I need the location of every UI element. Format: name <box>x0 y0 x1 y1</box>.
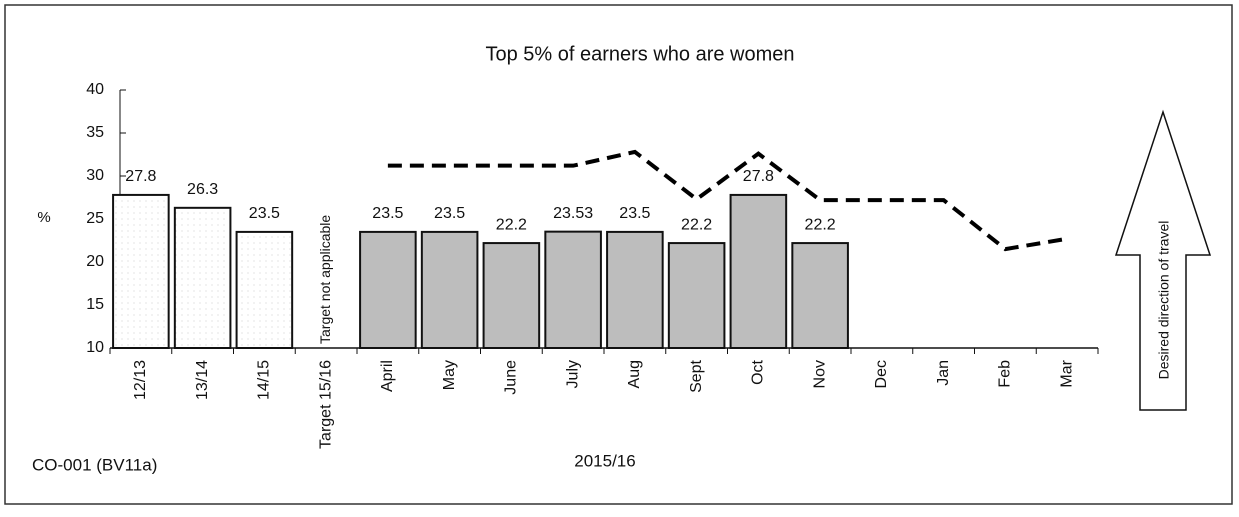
data-label: 26.3 <box>187 181 218 198</box>
data-label: 22.2 <box>681 216 712 233</box>
data-label: 27.8 <box>743 168 774 185</box>
bar <box>112 193 170 349</box>
x-tick-label: June <box>503 360 520 395</box>
bar <box>420 230 479 349</box>
direction-label: Desired direction of travel <box>1156 221 1172 380</box>
bar <box>482 242 541 349</box>
x-tick-label: 12/13 <box>132 360 149 400</box>
x-tick-label: 13/14 <box>194 360 211 400</box>
direction-arrow <box>1114 109 1212 411</box>
y-tick-label: 30 <box>86 167 104 184</box>
data-label: 23.5 <box>619 205 650 222</box>
data-label: 23.5 <box>372 205 403 222</box>
y-tick-label: 40 <box>86 81 104 98</box>
x-tick-label: May <box>441 360 458 390</box>
x-tick-label: April <box>379 360 396 392</box>
bar <box>359 230 417 349</box>
data-label: 23.5 <box>249 205 280 222</box>
x-tick-label: Sept <box>688 359 705 392</box>
data-label: 27.8 <box>125 168 156 185</box>
x-tick-label: 14/15 <box>256 360 273 400</box>
y-axis-label: % <box>37 209 50 226</box>
frame <box>4 4 1233 505</box>
x-group-label: 2015/16 <box>574 451 635 470</box>
note: CO-001 (BV11a) <box>32 455 157 474</box>
data-label: 22.2 <box>805 216 836 233</box>
bar <box>606 230 664 349</box>
x-tick-label: Dec <box>873 360 890 388</box>
x-tick-label: July <box>564 360 581 388</box>
y-tick-label: 25 <box>86 210 104 227</box>
y-tick-label: 15 <box>86 296 104 313</box>
y-tick-label: 10 <box>86 339 104 356</box>
bar <box>173 206 232 349</box>
y-tick-label: 20 <box>86 253 104 270</box>
x-tick-label: Jan <box>935 360 952 386</box>
data-label: 22.2 <box>496 216 527 233</box>
data-label: 23.53 <box>553 205 593 222</box>
bar <box>235 230 294 349</box>
x-tick-label: Target 15/16 <box>317 360 334 449</box>
x-tick-label: Feb <box>997 360 1014 388</box>
annotation: Target not applicable <box>317 215 333 344</box>
x-tick-label: Nov <box>811 360 828 388</box>
x-tick-label: Mar <box>1058 359 1075 387</box>
bar <box>544 230 602 349</box>
bar <box>729 193 788 349</box>
x-tick-label: Oct <box>750 359 767 384</box>
y-tick-label: 35 <box>86 124 104 141</box>
data-label: 23.5 <box>434 205 465 222</box>
bar <box>667 242 726 349</box>
bar <box>791 242 849 349</box>
target-line <box>387 149 1068 252</box>
x-tick-label: Aug <box>626 360 643 388</box>
chart-title: Top 5% of earners who are women <box>485 43 794 65</box>
